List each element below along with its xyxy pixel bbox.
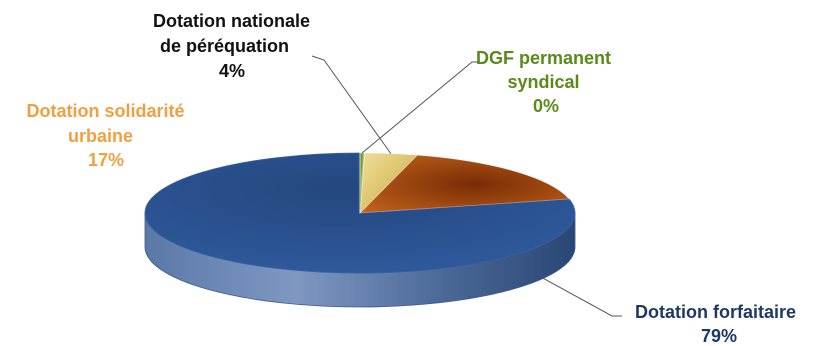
label-dgf-line2: syndical (507, 72, 579, 92)
label-dgf-line1: DGF permanent (476, 48, 611, 68)
pie-slice-dnp (359, 152, 419, 215)
pie-slice-dsu (358, 154, 570, 214)
label-dnp-line2: de péréquation (160, 36, 289, 56)
label-dgf: DGF permanent syndical 0% (476, 48, 616, 116)
label-forfaitaire: Dotation forfaitaire 79% (635, 302, 801, 346)
leader-dnp (311, 55, 392, 154)
label-dnp-pct: 4% (219, 61, 245, 81)
pie-slice-dgf (358, 151, 366, 214)
label-dsu-line1: Dotation solidarité (26, 101, 184, 121)
label-forfaitaire-line1: Dotation forfaitaire (635, 302, 796, 322)
label-dsu-pct: 17% (88, 150, 124, 170)
pie-layer (144, 151, 576, 308)
label-dsu: Dotation solidarité urbaine 17% (26, 101, 189, 170)
label-forfaitaire-pct: 79% (701, 326, 737, 346)
label-dnp-line1: Dotation nationale (153, 11, 310, 31)
pie-slice-forfaitaire (144, 152, 576, 274)
leader-forfaitaire (543, 277, 622, 317)
leader-dgf (361, 61, 480, 154)
leader-lines (311, 55, 622, 317)
label-dgf-pct: 0% (533, 96, 559, 116)
label-dnp: Dotation nationale de péréquation 4% (153, 11, 315, 81)
label-dsu-line2: urbaine (68, 126, 133, 146)
